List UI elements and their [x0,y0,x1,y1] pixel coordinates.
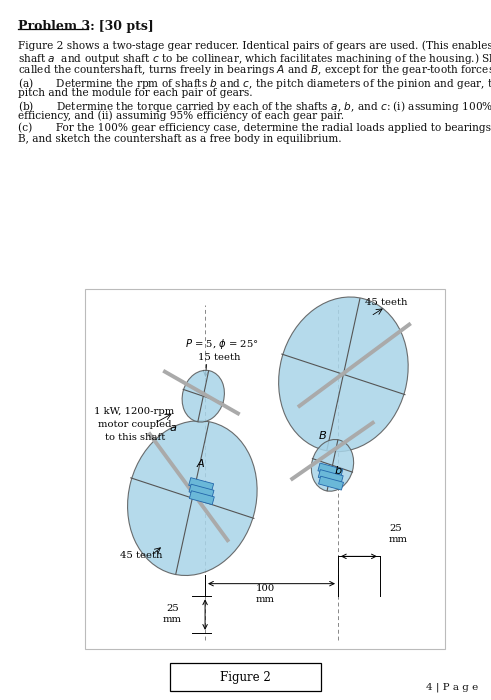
Text: B, and sketch the countershaft as a free body in equilibrium.: B, and sketch the countershaft as a free… [18,134,342,143]
Text: $a$: $a$ [169,423,177,433]
Ellipse shape [182,370,224,422]
Text: 45 teeth: 45 teeth [365,298,408,307]
Text: (b)       Determine the torque carried by each of the shafts $a$, $b$, and $c$: : (b) Determine the torque carried by each… [18,99,491,114]
Bar [318,463,343,477]
Text: $b$: $b$ [333,465,342,477]
Text: (c)       For the 100% gear efficiency case, determine the radial loads applied : (c) For the 100% gear efficiency case, d… [18,122,491,133]
Text: motor coupled: motor coupled [98,420,171,429]
Text: Figure 2: Figure 2 [220,671,271,684]
Text: $P$ = 5, $\phi$ = 25°: $P$ = 5, $\phi$ = 25° [185,337,259,351]
Bar [189,484,214,498]
Text: 15 teeth: 15 teeth [198,353,240,362]
Ellipse shape [278,297,408,452]
Bar [189,477,214,491]
Text: to this shaft: to this shaft [105,433,165,442]
Text: shaft $a$  and output shaft $c$ to be collinear, which facilitates machining of : shaft $a$ and output shaft $c$ to be col… [18,52,491,66]
Text: 4 | P a g e: 4 | P a g e [426,682,478,692]
Text: called the countershaft, turns freely in bearings $A$ and $B$, except for the ge: called the countershaft, turns freely in… [18,63,491,77]
Text: $B$: $B$ [318,429,327,441]
Text: Problem 3:: Problem 3: [18,20,95,33]
Bar [190,491,214,505]
Text: efficiency, and (ii) assuming 95% efficiency of each gear pair.: efficiency, and (ii) assuming 95% effici… [18,111,344,121]
Text: 25
mm: 25 mm [163,605,182,624]
Text: $A$: $A$ [196,457,206,469]
Text: (a)       Determine the rpm of shafts $b$ and $c$, the pitch diameters of the pi: (a) Determine the rpm of shafts $b$ and … [18,76,491,91]
Text: 1 kW, 1200-rpm: 1 kW, 1200-rpm [94,407,174,416]
Text: 25
mm: 25 mm [389,524,408,544]
Text: pitch and the module for each pair of gears.: pitch and the module for each pair of ge… [18,88,253,98]
Bar [318,470,343,484]
Ellipse shape [128,421,257,575]
Text: 45 teeth: 45 teeth [119,551,162,560]
Text: Figure 2 shows a two-stage gear reducer. Identical pairs of gears are used. (Thi: Figure 2 shows a two-stage gear reducer.… [18,40,491,50]
Text: [30 pts]: [30 pts] [90,20,154,33]
Ellipse shape [311,440,354,491]
Bar [319,476,344,490]
Text: 100
mm: 100 mm [255,584,275,604]
